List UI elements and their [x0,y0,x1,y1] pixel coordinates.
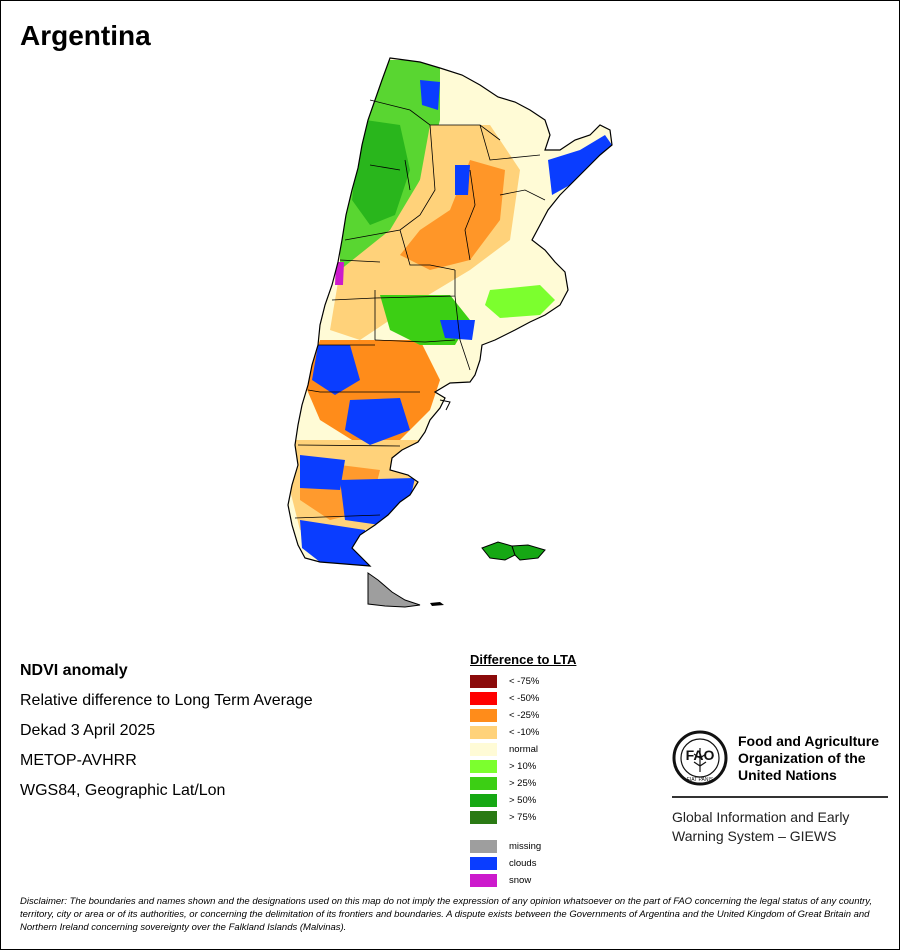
legend-label: < -25% [509,710,540,721]
fao-emblem-motto: FIAT PANIS [687,777,714,783]
period-label: Dekad 3 April 2025 [20,722,156,739]
legend-swatch [470,811,497,824]
legend-title: Difference to LTA [470,652,577,667]
legend-label: clouds [509,858,537,869]
legend-label: > 75% [509,812,537,823]
legend-label: > 50% [509,795,537,806]
central-minus25-area [400,160,505,270]
legend-swatch [470,692,497,705]
legend-row: > 25% [470,775,576,792]
south-clouds-2 [340,478,415,525]
fao-logo-block: FAO FIAT PANIS Food and Agriculture Orga… [672,730,888,846]
legend-swatch [470,709,497,722]
legend-label: > 10% [509,761,537,772]
andes-clouds [312,345,360,395]
sensor-label: METOP-AVHRR [20,752,137,769]
nw-clouds [420,80,440,110]
legend-row: < -25% [470,707,576,724]
legend-swatch [470,840,497,853]
map-title: Argentina [20,20,151,51]
fao-name: Food and Agriculture Organization of the… [738,733,879,784]
fao-name-line1: Food and Agriculture [738,732,880,749]
argentina-ndvi-map [287,57,613,608]
legend-row: < -75% [470,673,576,690]
pampas-green-area [485,285,555,318]
legend-swatch [470,675,497,688]
mid-clouds [345,398,410,445]
fao-divider [672,796,888,798]
legend-swatch [470,777,497,790]
nw-dark-green-area [352,120,410,225]
giews-label: Global Information and Early Warning Sys… [672,808,888,846]
legend-row: < -10% [470,724,576,741]
south-clouds-3 [300,520,370,566]
snow-patch [335,262,344,285]
legend-label: < -50% [509,693,540,704]
legend-swatch [470,726,497,739]
province-borders [294,99,546,519]
falkland-islands [481,541,546,561]
giews-line1: Global Information and Early [672,809,850,825]
tierra-del-fuego [367,572,421,608]
legend-swatch [470,760,497,773]
giews-line2: Warning System – GIEWS [672,828,837,844]
fao-name-line3: United Nations [738,766,837,783]
disclaimer: Disclaimer: The boundaries and names sho… [20,896,872,933]
legend-row: < -50% [470,690,576,707]
misiones-clouds [548,135,612,195]
legend-row: > 10% [470,758,576,775]
legend-label: missing [509,841,542,852]
legend-label: < -10% [509,727,540,738]
map-info: NDVI anomaly Relative difference to Long… [20,656,313,806]
legend-label: < -75% [509,676,540,687]
legend-row: clouds [470,855,576,872]
legend-row: snow [470,872,576,889]
legend-label: snow [509,875,532,886]
legend-swatch [470,794,497,807]
legend-row: > 75% [470,809,576,826]
staten-island [430,602,444,606]
legend-swatch [470,874,497,887]
legend-label: > 25% [509,778,537,789]
central-clouds [440,320,475,340]
legend-label: normal [509,744,539,755]
projection-label: WGS84, Geographic Lat/Lon [20,782,226,799]
fao-name-line2: Organization of the [738,749,866,766]
product-name: NDVI anomaly [20,662,128,679]
legend-swatch [470,857,497,870]
legend-row: > 50% [470,792,576,809]
fao-emblem-icon: FAO FIAT PANIS [672,730,728,786]
south-clouds-1 [300,455,345,490]
map-legend: Difference to LTA < -75% < -50% < -25% < -1… [470,652,576,889]
legend-items: < -75% < -50% < -25% < -10% normal > 10% > 25%… [470,673,576,889]
legend-row: normal [470,741,576,758]
legend-swatch [470,743,497,756]
product-description: Relative difference to Long Term Average [20,692,313,709]
north-clouds [455,165,470,195]
legend-row: missing [470,838,576,855]
ndvi-anomaly-layer [290,60,612,566]
rio-de-la-plata-inlet [439,399,451,411]
